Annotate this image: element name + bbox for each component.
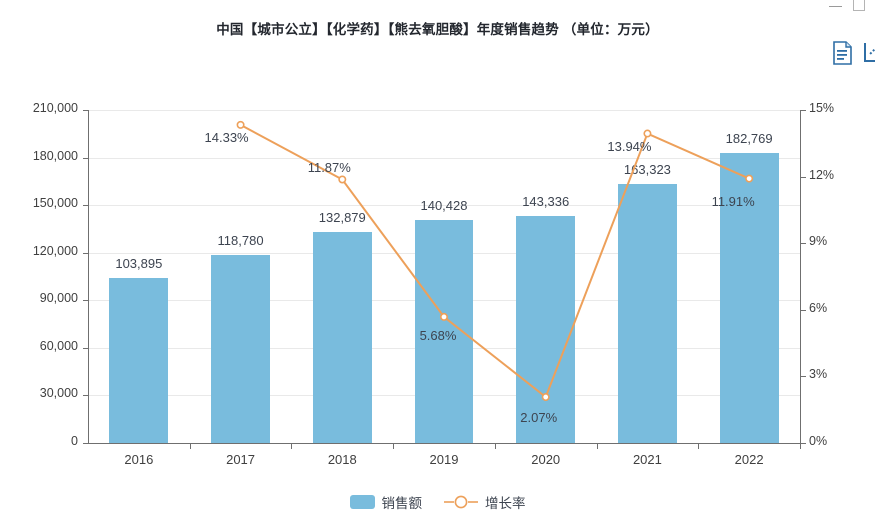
growth-rate-value-label: 5.68% [419, 327, 457, 343]
y-axis-right-tick-label: 15% [809, 101, 835, 115]
y-axis-right-tick [801, 110, 806, 111]
y-axis-left-tick-label: 180,000 [32, 148, 78, 163]
window-controls [825, 0, 875, 16]
y-axis-left-tick-label: 90,000 [39, 291, 78, 306]
bar[interactable] [211, 254, 271, 443]
bar-value-label: 118,780 [217, 232, 264, 248]
growth-rate-value-label: 13.94% [607, 138, 652, 154]
x-axis-tick [596, 444, 598, 449]
y-axis-right-tick [801, 176, 806, 178]
y-axis-left-tick-label: 30,000 [39, 386, 78, 401]
y-axis-left-tick-label: 120,000 [32, 243, 78, 258]
bar[interactable] [109, 278, 169, 443]
y-axis-right-tick-label: 9% [809, 234, 828, 249]
x-axis-tick [393, 444, 395, 449]
x-axis-tick [494, 444, 496, 449]
x-axis-tick [800, 444, 801, 449]
y-axis-left-tick [83, 157, 88, 159]
y-axis-right-tick [801, 443, 806, 444]
y-axis-right-tick [801, 376, 806, 378]
growth-rate-value-label: 14.33% [204, 129, 249, 145]
y-axis-right-tick-label: 6% [809, 300, 828, 315]
x-axis-tick-label: 2020 [531, 452, 561, 467]
x-axis-tick-label: 2022 [734, 452, 764, 467]
y-axis-right-tick [801, 243, 806, 245]
bar[interactable] [516, 215, 576, 443]
bar-value-label: 143,336 [522, 193, 570, 209]
gridline [88, 157, 800, 159]
gridline [88, 110, 800, 111]
y-axis-left-tick-label: 150,000 [32, 196, 78, 211]
legend-swatch-line [444, 495, 478, 509]
y-axis-right-line [800, 110, 801, 444]
y-axis-left-tick [83, 110, 88, 111]
x-axis-tick [698, 444, 700, 449]
legend-label-growth-rate: 增长率 [485, 496, 526, 511]
y-axis-left-tick-label: 60,000 [39, 338, 78, 353]
report-document-icon[interactable] [832, 41, 854, 65]
legend-item-growth-rate[interactable]: 增长率 [444, 492, 526, 512]
toolbar-icons [832, 40, 875, 66]
maximize-button[interactable] [853, 0, 865, 11]
bar-value-label: 182,769 [725, 131, 773, 147]
legend-swatch-bar [349, 495, 375, 509]
legend-label-sales: 销售额 [381, 496, 423, 511]
x-axis-tick-label: 2017 [226, 452, 256, 467]
y-axis-left-tick-label: 210,000 [32, 101, 78, 115]
y-axis-left-tick [83, 300, 88, 302]
bar[interactable] [617, 184, 677, 443]
growth-rate-value-label: 2.07% [520, 410, 558, 426]
y-axis-right-tick [801, 309, 806, 311]
growth-rate-value-label: 11.87% [307, 160, 351, 176]
x-axis-line [88, 443, 801, 444]
x-axis-tick-label: 2018 [327, 452, 357, 467]
chart-legend: 销售额 增长率 [0, 492, 875, 512]
legend-item-sales[interactable]: 销售额 [349, 492, 423, 512]
y-axis-right-tick-label: 3% [809, 367, 828, 382]
bar-value-label: 163,323 [623, 162, 671, 178]
y-axis-left-tick [83, 395, 88, 397]
y-axis-left-tick-label: 0 [71, 434, 78, 448]
bar-value-label: 140,428 [420, 198, 468, 214]
y-axis-right-tick-label: 12% [809, 167, 835, 182]
x-axis-tick-label: 2021 [632, 452, 662, 467]
x-axis-tick-label: 2016 [124, 452, 154, 467]
chart-title: 中国【城市公立】【化学药】【熊去氧胆酸】年度销售趋势 （单位：万元） [216, 22, 659, 37]
y-axis-left-tick [83, 443, 88, 444]
bar-value-label: 103,895 [115, 256, 163, 272]
minimize-button[interactable] [829, 6, 842, 7]
bar-value-label: 132,879 [318, 210, 366, 226]
y-axis-right-tick-label: 0% [809, 434, 828, 448]
x-axis-tick [189, 444, 191, 449]
y-axis-left-line [88, 110, 89, 444]
bar[interactable] [312, 232, 372, 443]
growth-rate-value-label: 11.91% [711, 193, 755, 209]
y-axis-left-tick [83, 252, 88, 254]
y-axis-left-tick [83, 347, 88, 349]
x-axis-tick [291, 444, 293, 449]
y-axis-left-tick [83, 205, 88, 207]
x-axis-tick-label: 2019 [429, 452, 459, 467]
export-chart-icon[interactable] [862, 41, 875, 65]
